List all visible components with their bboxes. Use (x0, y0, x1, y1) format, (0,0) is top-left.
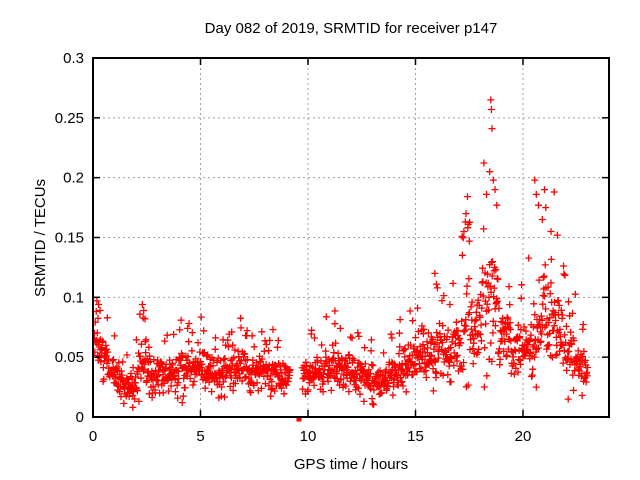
y-tick-label-0.1: 0.1 (63, 289, 84, 306)
y-tick-label-0: 0 (76, 409, 84, 426)
scatter-plus-markers (93, 96, 591, 411)
y-tick-label-0.15: 0.15 (55, 230, 84, 247)
x-tick-label-15: 15 (407, 428, 424, 445)
tick-labels: 0 5 10 15 20 0 0.05 0.1 0.15 0.2 0.25 0.3 (55, 50, 532, 445)
y-tick-label-0.3: 0.3 (63, 50, 84, 67)
x-tick-label-10: 10 (300, 428, 317, 445)
y-tick-label-0.05: 0.05 (55, 349, 84, 366)
y-tick-label-0.25: 0.25 (55, 110, 84, 127)
y-tick-label-0.2: 0.2 (63, 170, 84, 187)
special-marker (296, 416, 302, 422)
axis-ticks (92, 57, 609, 418)
chart-title: Day 082 of 2019, SRMTID for receiver p14… (205, 20, 498, 37)
x-tick-label-20: 20 (515, 428, 532, 445)
filled-square-marker (296, 416, 302, 422)
y-axis-label: SRMTID / TECUs (32, 179, 49, 297)
x-tick-label-5: 5 (196, 428, 204, 445)
x-tick-label-0: 0 (89, 428, 97, 445)
x-axis-label: GPS time / hours (294, 456, 408, 473)
data-points (93, 96, 591, 411)
